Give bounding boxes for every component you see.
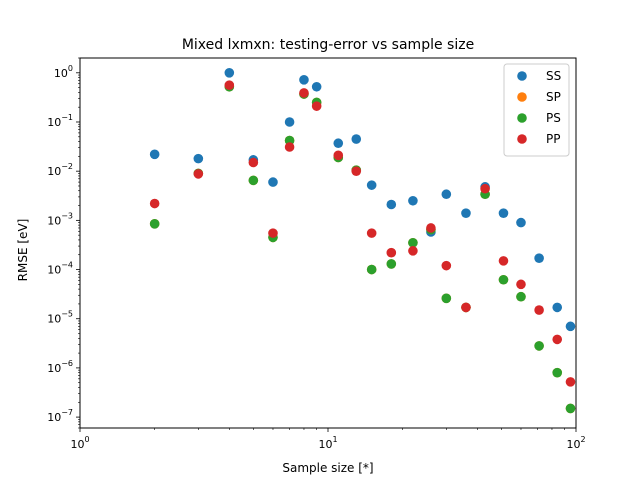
axes: 100 101 102 100 10−1 10−2 10−3 10−4 10−5 10−6 10−7 bbox=[47, 57, 586, 451]
series-pp bbox=[149, 80, 576, 387]
data-point bbox=[224, 80, 235, 90]
data-point bbox=[516, 217, 526, 228]
data-point bbox=[149, 149, 160, 160]
data-point bbox=[149, 219, 160, 229]
y-tick-label: 10−3 bbox=[47, 211, 73, 227]
data-point bbox=[480, 183, 490, 194]
data-point bbox=[461, 208, 471, 218]
data-point bbox=[441, 189, 452, 200]
data-points bbox=[149, 68, 576, 414]
data-point bbox=[565, 403, 576, 414]
y-tick-label: 100 bbox=[54, 64, 73, 80]
data-point bbox=[366, 228, 377, 238]
data-point bbox=[565, 377, 576, 387]
data-point bbox=[498, 256, 509, 266]
y-tick-label: 10−4 bbox=[47, 261, 73, 277]
y-tick-label: 10−1 bbox=[47, 113, 73, 129]
x-tick-label: 102 bbox=[566, 435, 585, 451]
data-point bbox=[351, 134, 362, 144]
data-point bbox=[268, 228, 278, 238]
data-point bbox=[311, 81, 322, 92]
data-point bbox=[299, 75, 309, 85]
data-point bbox=[268, 177, 278, 187]
y-tick-label: 10−2 bbox=[47, 162, 73, 178]
x-axis-label: Sample size [*] bbox=[282, 461, 373, 475]
x-tick-label: 101 bbox=[318, 435, 337, 451]
data-point bbox=[516, 279, 526, 290]
y-tick-label: 10−6 bbox=[47, 359, 73, 375]
data-point bbox=[149, 198, 160, 209]
data-point bbox=[441, 260, 452, 271]
plot-area bbox=[80, 58, 576, 428]
data-point bbox=[534, 341, 544, 351]
chart-title: Mixed lxmxn: testing-error vs sample siz… bbox=[182, 37, 474, 53]
data-point bbox=[366, 180, 377, 190]
x-tick-label: 100 bbox=[70, 435, 89, 451]
legend-label: SP bbox=[546, 90, 561, 104]
data-point bbox=[284, 117, 295, 127]
data-point bbox=[351, 166, 362, 176]
data-point bbox=[408, 246, 418, 256]
legend-marker bbox=[517, 92, 527, 102]
y-tick-label: 10−5 bbox=[47, 310, 73, 326]
data-point bbox=[299, 88, 309, 98]
data-point bbox=[333, 138, 344, 149]
data-point bbox=[248, 157, 259, 168]
data-point bbox=[311, 101, 322, 111]
data-point bbox=[552, 334, 563, 345]
axes-frame bbox=[79, 57, 577, 429]
data-point bbox=[408, 195, 418, 206]
data-point bbox=[534, 305, 544, 315]
data-point bbox=[248, 175, 259, 186]
data-point bbox=[498, 274, 509, 285]
data-point bbox=[333, 150, 344, 161]
data-point bbox=[386, 199, 397, 210]
data-point bbox=[386, 259, 397, 269]
data-point bbox=[565, 321, 576, 332]
data-point bbox=[366, 264, 377, 275]
data-point bbox=[534, 253, 544, 264]
legend-marker bbox=[517, 113, 527, 123]
data-point bbox=[552, 302, 563, 313]
y-axis-label: RMSE [eV] bbox=[16, 219, 30, 282]
legend-label: SS bbox=[546, 69, 561, 83]
data-point bbox=[461, 302, 471, 313]
data-point bbox=[284, 142, 295, 152]
data-point bbox=[193, 169, 204, 179]
legend-marker bbox=[517, 134, 527, 144]
legend-label: PS bbox=[546, 111, 561, 125]
data-point bbox=[408, 237, 418, 248]
legend: SS SP PS PP bbox=[503, 63, 570, 157]
data-point bbox=[426, 223, 436, 233]
y-tick-label: 10−7 bbox=[47, 408, 73, 424]
data-point bbox=[552, 367, 563, 378]
plot-frame bbox=[79, 57, 577, 429]
data-point bbox=[224, 68, 235, 78]
data-point bbox=[516, 291, 526, 302]
data-point bbox=[498, 208, 509, 218]
data-point bbox=[441, 293, 452, 304]
legend-marker bbox=[517, 71, 527, 81]
data-point bbox=[193, 153, 204, 164]
legend-box bbox=[503, 63, 570, 157]
data-point bbox=[386, 247, 397, 258]
legend-label: PP bbox=[546, 132, 560, 146]
